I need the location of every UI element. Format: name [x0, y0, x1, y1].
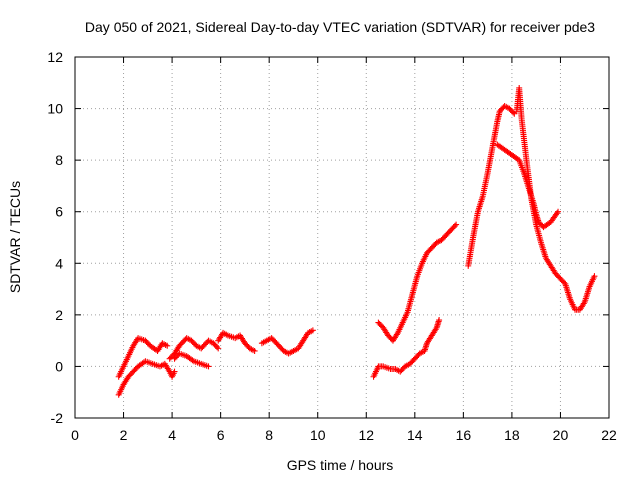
series-arc-4	[171, 350, 212, 370]
x-tick-label: 12	[358, 427, 374, 443]
series-arc-5	[215, 329, 258, 354]
data-point	[561, 279, 568, 286]
x-tick-label: 20	[553, 427, 569, 443]
chart-title: Day 050 of 2021, Sidereal Day-to-day VTE…	[85, 19, 595, 35]
data-point	[215, 345, 222, 352]
x-tick-label: 10	[310, 427, 326, 443]
data-points	[115, 84, 598, 398]
x-tick-label: 14	[407, 427, 423, 443]
y-tick-label: 4	[55, 255, 63, 271]
data-point	[164, 342, 171, 349]
tick-layer: 0 2 4 6 8 10 12 14 16 18 20 22 -2 0 2 4 6 8 10 12	[47, 49, 617, 443]
series-arc-8	[375, 221, 460, 344]
y-tick-label: -2	[51, 410, 64, 426]
data-point	[510, 109, 517, 116]
x-tick-label: 0	[71, 427, 79, 443]
y-tick-label: 0	[55, 358, 63, 374]
series-arc-1	[115, 335, 171, 380]
y-tick-label: 6	[55, 204, 63, 220]
plot-frame	[74, 56, 610, 419]
data-point	[555, 208, 562, 215]
x-tick-label: 22	[601, 427, 617, 443]
series-arc-6	[258, 327, 316, 357]
x-axis-label: GPS time / hours	[287, 457, 394, 473]
x-tick-label: 18	[504, 427, 520, 443]
series-arc-10	[513, 84, 598, 313]
y-tick-label: 2	[55, 307, 63, 323]
data-point	[309, 327, 316, 334]
data-point	[591, 273, 598, 280]
data-point	[451, 222, 458, 229]
data-point	[205, 363, 212, 370]
x-tick-label: 8	[265, 427, 273, 443]
series-arc-2	[115, 358, 178, 398]
data-point	[213, 344, 220, 351]
y-tick-label: 10	[47, 101, 63, 117]
data-point	[453, 221, 460, 228]
series-arc-11	[494, 141, 562, 231]
series-arc-3	[166, 335, 222, 362]
y-tick-label: 12	[47, 49, 63, 65]
x-tick-label: 2	[120, 427, 128, 443]
y-tick-label: 8	[55, 152, 63, 168]
x-tick-label: 4	[168, 427, 176, 443]
x-tick-label: 16	[456, 427, 472, 443]
y-axis-label: SDTVAR / TECUs	[7, 181, 23, 293]
series-arc-9	[465, 102, 518, 269]
x-tick-label: 6	[217, 427, 225, 443]
data-point	[436, 317, 443, 324]
data-point	[251, 347, 258, 354]
data-point	[171, 368, 178, 375]
series-arc-7	[370, 317, 443, 380]
